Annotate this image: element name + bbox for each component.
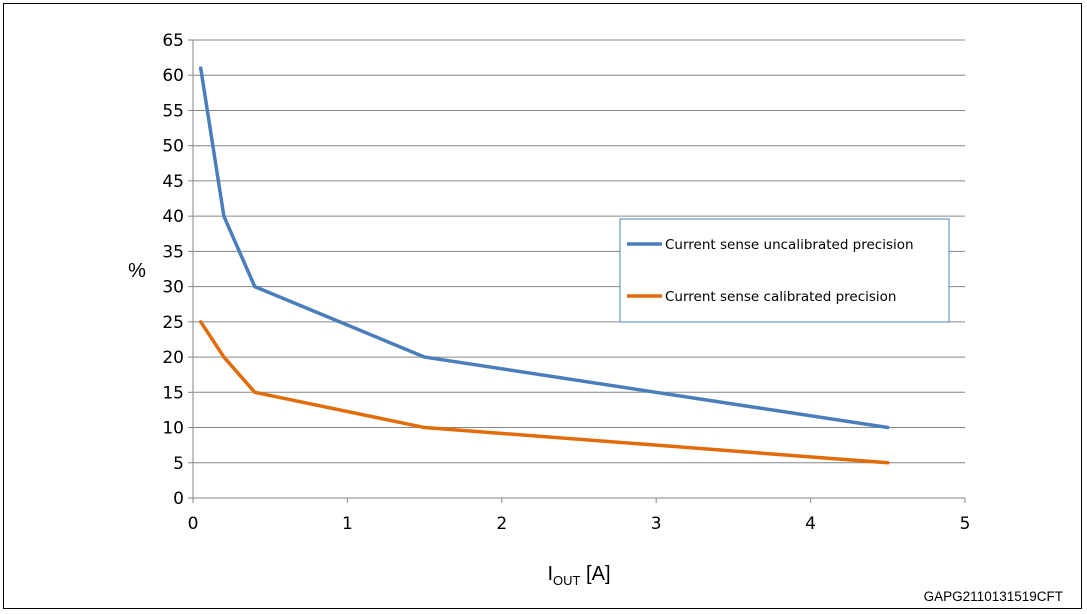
y-tick-label-0: 0 xyxy=(173,489,184,509)
y-tick-label-65: 65 xyxy=(162,31,184,51)
y-tick-label-30: 30 xyxy=(162,278,184,298)
x-tick-label-3: 3 xyxy=(651,514,662,534)
series-lines xyxy=(198,66,890,465)
y-tick-label-25: 25 xyxy=(162,313,184,333)
x-tick-label-2: 2 xyxy=(496,514,507,534)
y-tick-label-50: 50 xyxy=(162,137,184,157)
y-tick-label-20: 20 xyxy=(162,348,184,368)
legend-entry-uncalibrated: Current sense uncalibrated precision xyxy=(665,237,914,253)
y-tick-label-35: 35 xyxy=(162,242,184,262)
x-tick-label-1: 1 xyxy=(342,514,353,534)
figure-code: GAPG2110131519CFT xyxy=(923,589,1063,604)
y-axis-label: % xyxy=(128,260,146,282)
axes xyxy=(188,39,966,503)
y-tick-label-40: 40 xyxy=(162,207,184,227)
x-tick-label-4: 4 xyxy=(805,514,816,534)
x-tick-labels: 0 1 2 3 4 5 xyxy=(188,514,971,534)
y-tick-label-55: 55 xyxy=(162,101,184,121)
y-tick-label-5: 5 xyxy=(173,454,184,474)
x-tick-label-0: 0 xyxy=(188,514,199,534)
x-tick-label-5: 5 xyxy=(960,514,971,534)
legend-entry-calibrated: Current sense calibrated precision xyxy=(665,289,896,305)
x-axis-label: IOUT [A] xyxy=(547,563,610,588)
series-line-calibrated xyxy=(198,320,890,465)
y-tick-label-45: 45 xyxy=(162,172,184,192)
y-tick-label-60: 60 xyxy=(162,66,184,86)
legend: Current sense uncalibrated precision Curr… xyxy=(619,218,950,323)
y-tick-label-10: 10 xyxy=(162,419,184,439)
y-tick-labels: 0 5 10 15 20 25 30 35 40 45 50 55 60 65 xyxy=(162,31,184,509)
legend-box xyxy=(619,218,950,323)
x-axis-label-subscript: OUT xyxy=(553,573,581,588)
series-line-uncalibrated xyxy=(198,66,890,430)
x-axis-label-unit: [A] xyxy=(581,563,611,585)
x-axis-label-main: I xyxy=(547,563,553,585)
y-tick-label-15: 15 xyxy=(162,383,184,403)
